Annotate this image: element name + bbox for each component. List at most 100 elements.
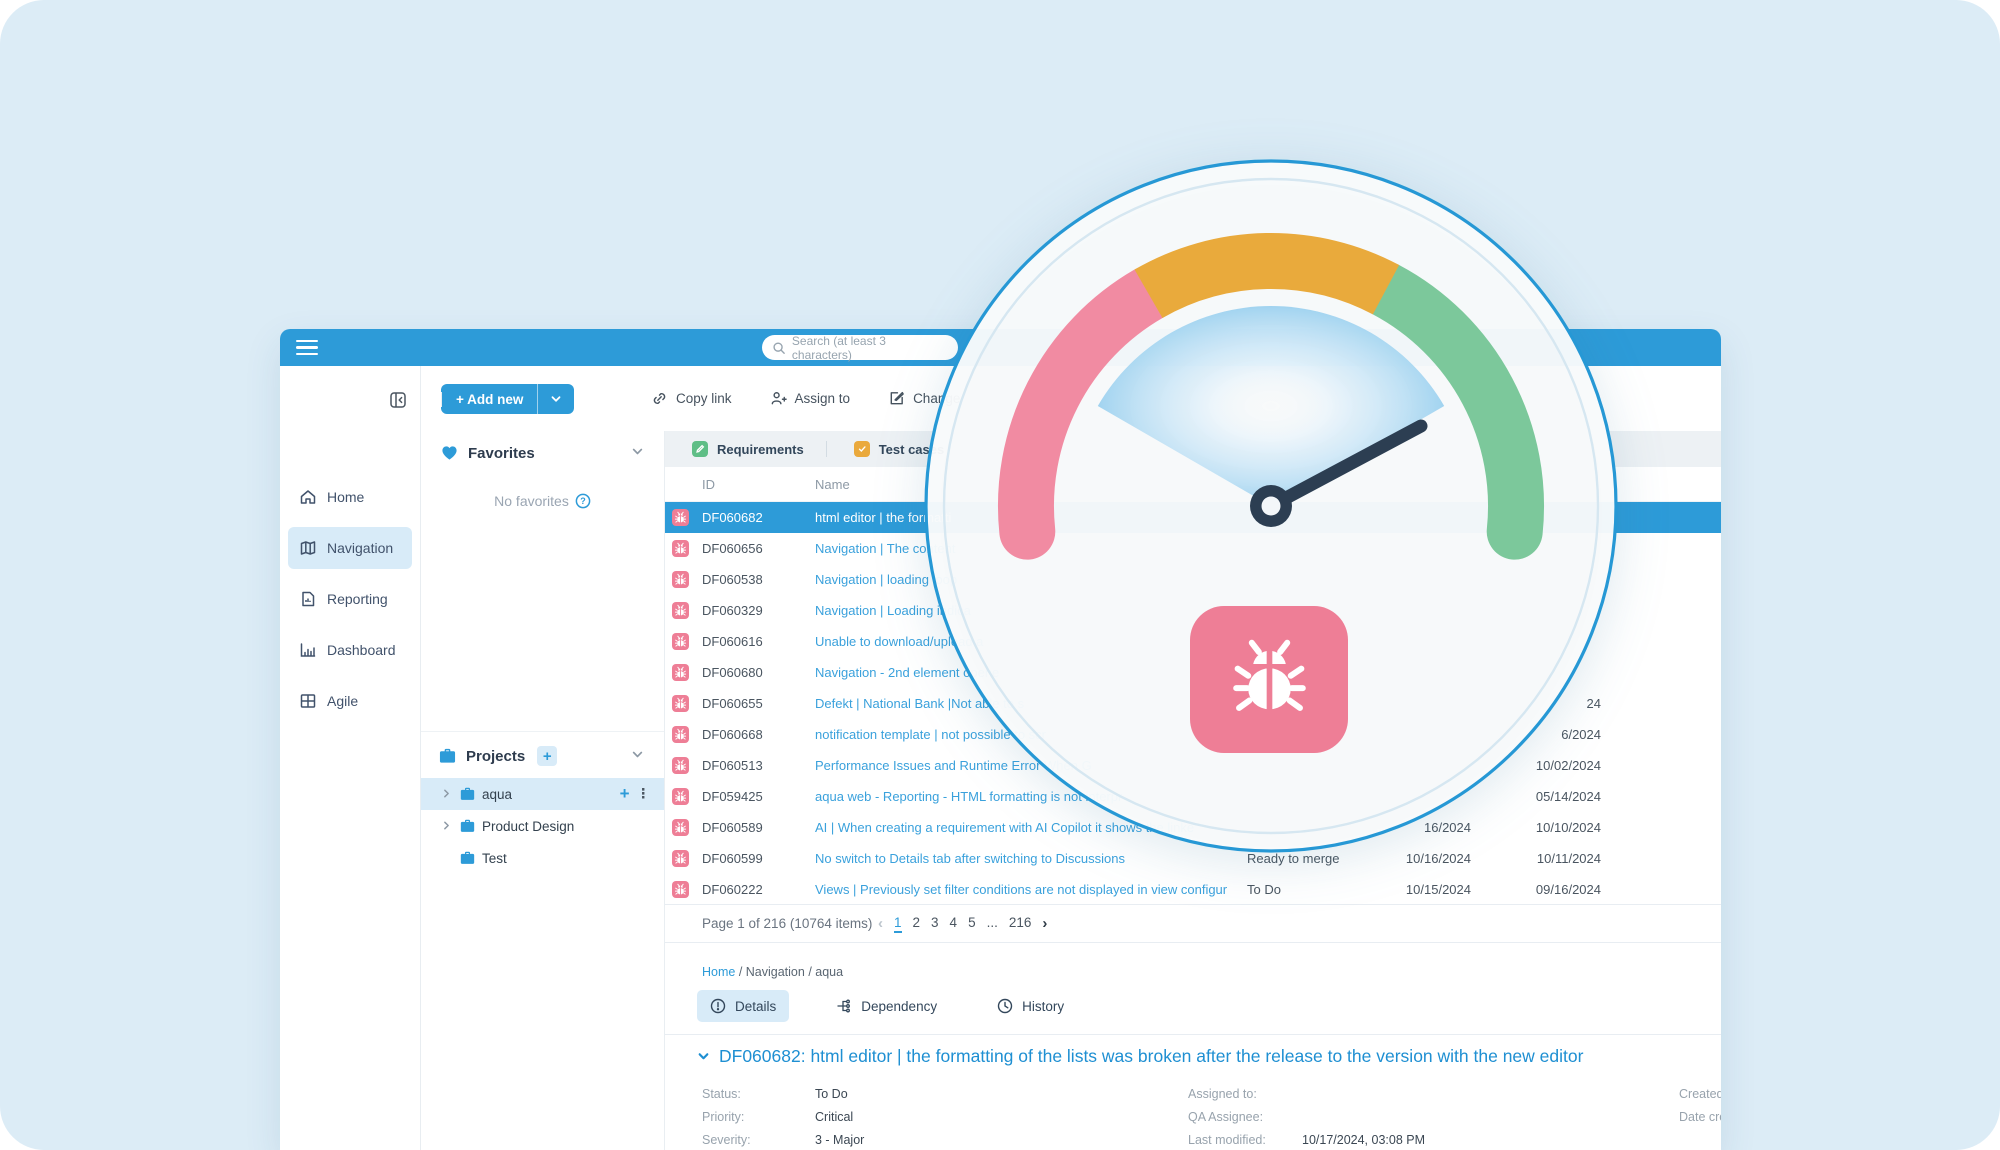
sidebar-item-label: Home [327,489,365,505]
projects-header[interactable]: Projects + [421,734,664,778]
table-row[interactable]: DF060329 Navigation | Loading indica [665,595,1721,626]
chevron-down-icon[interactable] [631,748,644,765]
defect-name[interactable]: Defekt | National Bank |Not able to s [815,696,1025,711]
defect-name[interactable]: Navigation | The content [815,541,956,556]
table-row[interactable]: DF060680 Navigation - 2nd element opene [665,657,1721,688]
project-item-aqua[interactable]: aqua + ⋮ [421,778,664,810]
page-number[interactable]: 2 [912,914,921,930]
more-options-icon[interactable]: ⋮ [636,786,651,801]
chevron-right-icon[interactable] [439,787,453,802]
field-value-severity[interactable]: 3 - Major [815,1133,865,1147]
table-row[interactable]: DF060538 Navigation | loading loop [665,564,1721,595]
board-grid-icon [300,694,316,708]
assign-to-button[interactable]: Assign to [770,390,851,407]
page-number[interactable]: 3 [931,914,939,930]
help-icon[interactable]: ? [575,493,591,509]
field-label-assigned-to: Assigned to: [1188,1087,1257,1101]
tab-details[interactable]: Details [697,990,790,1022]
tab-dependency[interactable]: Dependency [823,990,950,1022]
project-item-test[interactable]: Test [421,842,664,874]
defect-name[interactable]: No switch to Details tab after switching… [815,851,1125,866]
defect-status: Ready to merge [1247,851,1340,866]
prev-page-icon[interactable]: ‹ [878,915,883,932]
chevron-down-icon[interactable] [697,1050,710,1063]
chevron-right-icon[interactable] [439,819,453,834]
table-row[interactable]: DF059425 aqua web - Reporting - HTML form… [665,781,1721,812]
hamburger-menu-icon[interactable] [296,339,318,356]
page-number[interactable]: 1 [894,915,902,933]
defect-date-2: 09/16/2024 [1535,882,1601,897]
breadcrumb-navigation[interactable]: Navigation [745,965,805,979]
defect-name[interactable]: Navigation - 2nd element opene [815,665,1000,680]
defect-date-2: 10/10/2024 [1535,820,1601,835]
tab-history[interactable]: History [984,990,1077,1022]
defect-name[interactable]: Performance Issues and Runtime Error Whe… [815,758,1092,773]
page-number[interactable]: 4 [949,914,958,930]
sidebar-item-agile[interactable]: Agile [288,680,412,722]
field-label-priority: Priority: [702,1110,745,1124]
pager: ‹ 1 2 3 4 5... 216 › [878,915,1047,933]
assign-to-label: Assign to [794,391,851,406]
sidebar-item-label: Navigation [327,540,394,556]
column-header-id[interactable]: ID [702,476,715,492]
sidebar-item-label: Reporting [327,591,388,607]
page-number[interactable]: 216 [1008,914,1032,930]
add-new-button[interactable]: + Add new [441,384,575,414]
table-row[interactable]: DF060655 Defekt | National Bank |Not able… [665,688,1721,719]
tab-label: History [1022,998,1065,1014]
edit-icon [890,391,904,405]
defect-name[interactable]: html editor | the formatti [815,510,952,525]
requirements-icon [692,441,708,457]
sidebar-item-label: Agile [327,693,359,709]
tab-label: Dependency [861,998,938,1014]
table-row[interactable]: DF060656 Navigation | The content [665,533,1721,564]
field-label-qa-assignee: QA Assignee: [1188,1110,1264,1124]
add-item-button[interactable]: + [619,784,630,803]
table-row[interactable]: DF060222 Views | Previously set filter co… [665,874,1721,904]
project-item-product-design[interactable]: Product Design [421,810,664,842]
defect-name[interactable]: aqua web - Reporting - HTML formatting i… [815,789,1123,804]
favorites-header[interactable]: Favorites [421,431,664,475]
page-number[interactable]: 5 [968,914,976,930]
table-row[interactable]: DF060616 Unable to download/upload a [665,626,1721,657]
field-value-last-modified: 10/17/2024, 03:08 PM [1302,1133,1426,1147]
defect-name[interactable]: Navigation | Loading indica [815,603,971,618]
defect-name[interactable]: Views | Previously set filter conditions… [815,882,1228,897]
table-row[interactable]: DF060668 notification template | not poss… [665,719,1721,750]
chevron-down-icon[interactable] [631,445,644,462]
defect-id: DF060329 [702,603,763,618]
collapse-sidebar-button[interactable] [388,390,408,413]
add-new-dropdown[interactable] [537,384,574,414]
defect-date-2: 10/11/2024 [1536,851,1601,866]
copy-link-button[interactable]: Copy link [651,390,732,407]
defect-id: DF060616 [702,634,763,649]
breadcrumb-home[interactable]: Home [702,965,736,979]
sidebar-item-home[interactable]: Home [288,476,412,518]
defect-name[interactable]: AI | When creating a requirement with AI… [815,820,1195,835]
breadcrumb-aqua[interactable]: aqua [815,965,844,979]
defect-title[interactable]: DF060682: html editor | the formatting o… [697,1046,1583,1067]
bug-type-icon [672,881,689,898]
table-row[interactable]: DF060513 Performance Issues and Runtime E… [665,750,1721,781]
tab-test-cases[interactable]: Test cases [849,441,967,457]
table-row[interactable]: DF060589 AI | When creating a requirement… [665,812,1721,843]
defect-name[interactable]: notification template | not possible to … [815,727,1046,742]
tab-requirements[interactable]: Requirements [687,441,826,457]
field-value-priority[interactable]: Critical [815,1110,854,1124]
column-header-name[interactable]: Name [815,476,850,492]
sidebar-item-dashboard[interactable]: Dashboard [288,629,412,671]
defect-id: DF060538 [702,572,763,587]
add-project-button[interactable]: + [537,746,558,766]
defect-name[interactable]: Unable to download/upload a [815,634,984,649]
search-input[interactable]: Search (at least 3 characters) [762,334,958,362]
sidebar-item-navigation[interactable]: Navigation [288,527,412,569]
briefcase-icon [460,819,475,832]
defect-name[interactable]: Navigation | loading loop [815,572,958,587]
bug-type-icon [672,788,689,805]
defect-status: To Do [1247,882,1281,897]
field-value-status[interactable]: To Do [815,1087,848,1101]
sidebar-item-reporting[interactable]: Reporting [288,578,412,620]
table-row[interactable]: DF060599 No switch to Details tab after s… [665,843,1721,874]
next-page-icon[interactable]: › [1042,915,1048,932]
